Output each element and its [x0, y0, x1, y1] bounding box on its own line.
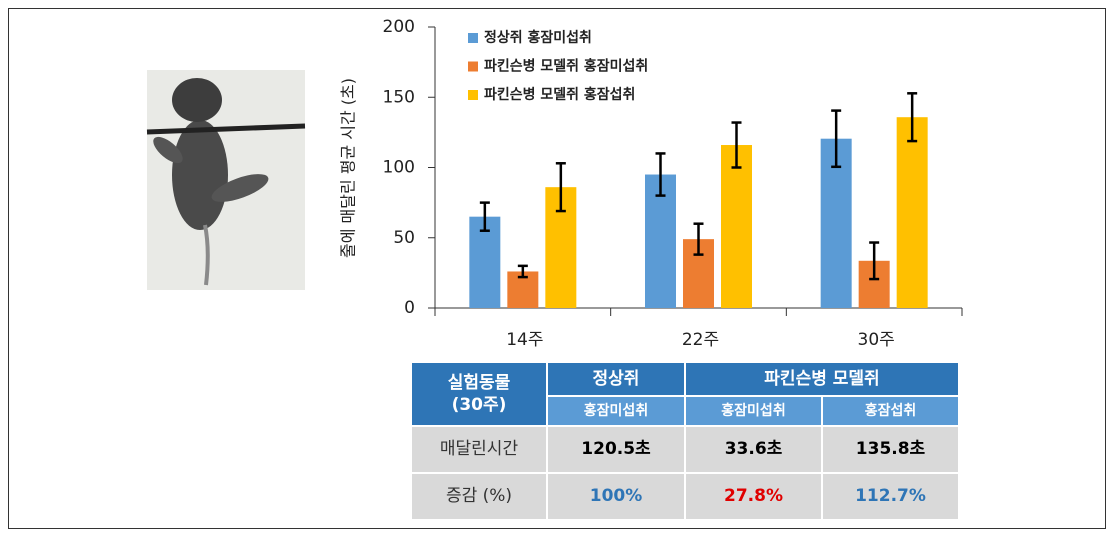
table-cell: 135.8초 [823, 427, 958, 472]
table-cell: 120.5초 [548, 427, 684, 472]
table-cell: 매달린시간 [412, 427, 546, 472]
legend-label: 정상쥐 홍잠미섭취 [484, 29, 592, 46]
y-axis-label: 줄에 매달린 평균 시간 (초) [339, 78, 358, 258]
table-cell: 100% [548, 474, 684, 519]
legend-swatch [468, 90, 478, 100]
table-cell: 파킨슨병 모델쥐 [686, 363, 958, 395]
x-tick-label: 30주 [858, 330, 895, 350]
y-tick-label: 0 [404, 298, 415, 318]
table-cell: 정상쥐 [548, 363, 684, 395]
bar [896, 117, 928, 309]
y-tick-label: 150 [383, 87, 415, 107]
table-cell: 27.8% [686, 474, 821, 519]
y-tick-label: 200 [383, 17, 415, 37]
y-tick-label: 100 [383, 158, 415, 178]
table-cell: 홍잠섭취 [823, 397, 958, 425]
table-cell: 증감 (%) [412, 474, 546, 519]
table-cell: 홍잠미섭취 [548, 397, 684, 425]
legend-swatch [468, 33, 478, 43]
y-tick-label: 50 [393, 228, 415, 248]
frame [8, 8, 1106, 529]
legend-label: 파킨슨병 모델쥐 홍잠섭취 [484, 86, 635, 103]
bar [721, 145, 752, 308]
table-cell: 33.6초 [686, 427, 821, 472]
table-cell: 홍잠미섭취 [686, 397, 821, 425]
mouse-photo [146, 70, 306, 290]
table-cell: 112.7% [823, 474, 958, 519]
legend-label: 파킨슨병 모델쥐 홍잠미섭취 [484, 58, 648, 75]
x-tick-label: 14주 [506, 330, 543, 350]
table-cell: 실험동물 (30주) [412, 363, 546, 425]
x-tick-label: 22주 [682, 330, 719, 350]
legend-swatch [468, 61, 478, 72]
